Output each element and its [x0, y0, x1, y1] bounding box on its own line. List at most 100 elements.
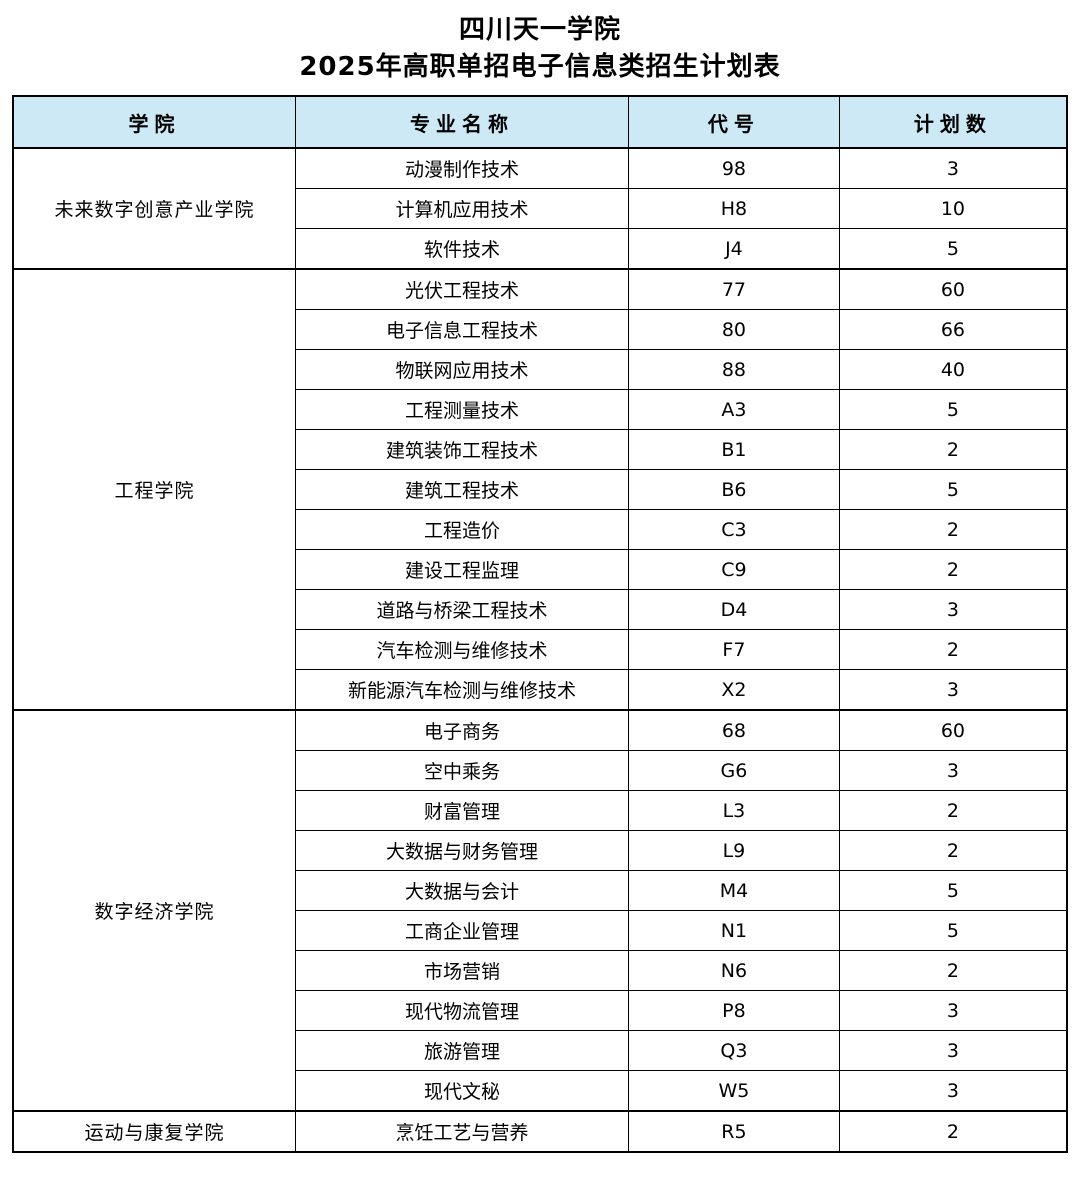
table-row: 工商企业管理 N1 5 — [13, 910, 1068, 951]
major-name-cell: 烹饪工艺与营养 — [294, 1110, 630, 1153]
major-name-cell: 空中乘务 — [294, 750, 630, 791]
code-cell: D4 — [628, 589, 840, 630]
code-cell: W5 — [628, 1070, 840, 1112]
table-row: 旅游管理 Q3 3 — [13, 1030, 1068, 1071]
plan-count-cell: 60 — [838, 268, 1068, 310]
major-name-cell: 物联网应用技术 — [294, 349, 630, 390]
table-row: 空中乘务 G6 3 — [13, 750, 1068, 791]
table-row: 软件技术 J4 5 — [13, 228, 1068, 270]
code-cell: P8 — [628, 990, 840, 1031]
plan-count-cell: 5 — [838, 469, 1068, 510]
code-cell: A3 — [628, 389, 840, 430]
table-row: 计算机应用技术 H8 10 — [13, 188, 1068, 229]
major-name-cell: 软件技术 — [294, 228, 630, 270]
table-row: 电子信息工程技术 80 66 — [13, 309, 1068, 350]
plan-count-cell: 5 — [838, 910, 1068, 951]
table-row: 建筑装饰工程技术 B1 2 — [13, 429, 1068, 470]
major-name-cell: 市场营销 — [294, 950, 630, 991]
table-row: 建筑工程技术 B6 5 — [13, 469, 1068, 510]
major-name-cell: 工商企业管理 — [294, 910, 630, 951]
table-row: 现代物流管理 P8 3 — [13, 990, 1068, 1031]
code-cell: R5 — [628, 1110, 840, 1153]
col-header-major-name: 专业名称 — [294, 95, 630, 149]
table-row: 运动与康复学院 烹饪工艺与营养 R5 2 — [12, 1110, 1068, 1153]
table-row: 工程造价 C3 2 — [13, 509, 1068, 550]
table-row: 大数据与会计 M4 5 — [13, 870, 1068, 911]
college-cell: 未来数字创意产业学院 — [12, 147, 296, 270]
code-cell: 68 — [628, 709, 840, 751]
page-title-line1: 四川天一学院 — [458, 15, 621, 45]
code-cell: G6 — [628, 750, 840, 791]
major-name-cell: 新能源汽车检测与维修技术 — [294, 669, 630, 711]
major-name-cell: 现代文秘 — [294, 1070, 630, 1112]
code-cell: L9 — [628, 830, 840, 871]
plan-count-cell: 5 — [838, 389, 1068, 430]
table-row: 现代文秘 W5 3 — [13, 1070, 1068, 1112]
table-row: 新能源汽车检测与维修技术 X2 3 — [13, 669, 1068, 711]
major-name-cell: 旅游管理 — [294, 1030, 630, 1071]
table-row: 工程测量技术 A3 5 — [13, 389, 1068, 430]
code-cell: Q3 — [628, 1030, 840, 1071]
code-cell: B1 — [628, 429, 840, 470]
major-name-cell: 光伏工程技术 — [294, 268, 630, 310]
plan-count-cell: 3 — [838, 589, 1068, 630]
major-name-cell: 建设工程监理 — [294, 549, 630, 590]
plan-count-cell: 3 — [838, 990, 1068, 1031]
table-row: 汽车检测与维修技术 F7 2 — [13, 629, 1068, 670]
plan-count-cell: 5 — [838, 870, 1068, 911]
plan-count-cell: 2 — [838, 950, 1068, 991]
table-row: 未来数字创意产业学院 动漫制作技术 98 3 — [12, 147, 1068, 270]
major-name-cell: 计算机应用技术 — [294, 188, 630, 229]
code-cell: F7 — [628, 629, 840, 670]
major-name-cell: 建筑工程技术 — [294, 469, 630, 510]
code-cell: B6 — [628, 469, 840, 510]
header-row: 学院 专业名称 代号 计划数 — [12, 95, 1068, 149]
table-row: 建设工程监理 C9 2 — [13, 549, 1068, 590]
plan-count-cell: 2 — [838, 509, 1068, 550]
code-cell: C3 — [628, 509, 840, 550]
plan-count-cell: 2 — [838, 549, 1068, 590]
major-name-cell: 动漫制作技术 — [294, 147, 630, 189]
title-block: 四川天一学院 2025年高职单招电子信息类招生计划表 — [0, 0, 1080, 86]
plan-count-cell: 2 — [838, 629, 1068, 670]
code-cell: 77 — [628, 268, 840, 310]
code-cell: J4 — [628, 228, 840, 270]
plan-count-cell: 3 — [838, 750, 1068, 791]
major-name-cell: 电子信息工程技术 — [294, 309, 630, 350]
major-name-cell: 电子商务 — [294, 709, 630, 751]
plan-count-cell: 5 — [838, 228, 1068, 270]
code-cell: X2 — [628, 669, 840, 711]
code-cell: N6 — [628, 950, 840, 991]
plan-count-cell: 3 — [838, 669, 1068, 711]
plan-count-cell: 2 — [838, 1110, 1068, 1153]
plan-count-cell: 3 — [838, 1030, 1068, 1071]
major-name-cell: 大数据与财务管理 — [294, 830, 630, 871]
col-header-plan-count: 计划数 — [838, 95, 1068, 149]
major-name-cell: 道路与桥梁工程技术 — [294, 589, 630, 630]
plan-count-cell: 40 — [838, 349, 1068, 390]
major-name-cell: 大数据与会计 — [294, 870, 630, 911]
code-cell: H8 — [628, 188, 840, 229]
plan-count-cell: 10 — [838, 188, 1068, 229]
code-cell: M4 — [628, 870, 840, 911]
col-header-code: 代号 — [628, 95, 840, 149]
enrollment-plan-table: 学院 专业名称 代号 计划数 未来数字创意产业学院 动漫制作技术 98 3 计算机应用技… — [12, 95, 1068, 1153]
major-name-cell: 汽车检测与维修技术 — [294, 629, 630, 670]
major-name-cell: 财富管理 — [294, 790, 630, 831]
plan-count-cell: 2 — [838, 790, 1068, 831]
major-name-cell: 现代物流管理 — [294, 990, 630, 1031]
code-cell: N1 — [628, 910, 840, 951]
college-cell: 运动与康复学院 — [12, 1110, 296, 1153]
plan-count-cell: 3 — [838, 1070, 1068, 1112]
code-cell: L3 — [628, 790, 840, 831]
college-cell: 数字经济学院 — [12, 709, 296, 1112]
plan-count-cell: 2 — [838, 429, 1068, 470]
plan-count-cell: 66 — [838, 309, 1068, 350]
major-name-cell: 工程造价 — [294, 509, 630, 550]
code-cell: 98 — [628, 147, 840, 189]
table-row: 工程学院 光伏工程技术 77 60 — [12, 268, 1068, 711]
major-name-cell: 工程测量技术 — [294, 389, 630, 430]
page-title-line2: 2025年高职单招电子信息类招生计划表 — [299, 52, 781, 82]
code-cell: C9 — [628, 549, 840, 590]
